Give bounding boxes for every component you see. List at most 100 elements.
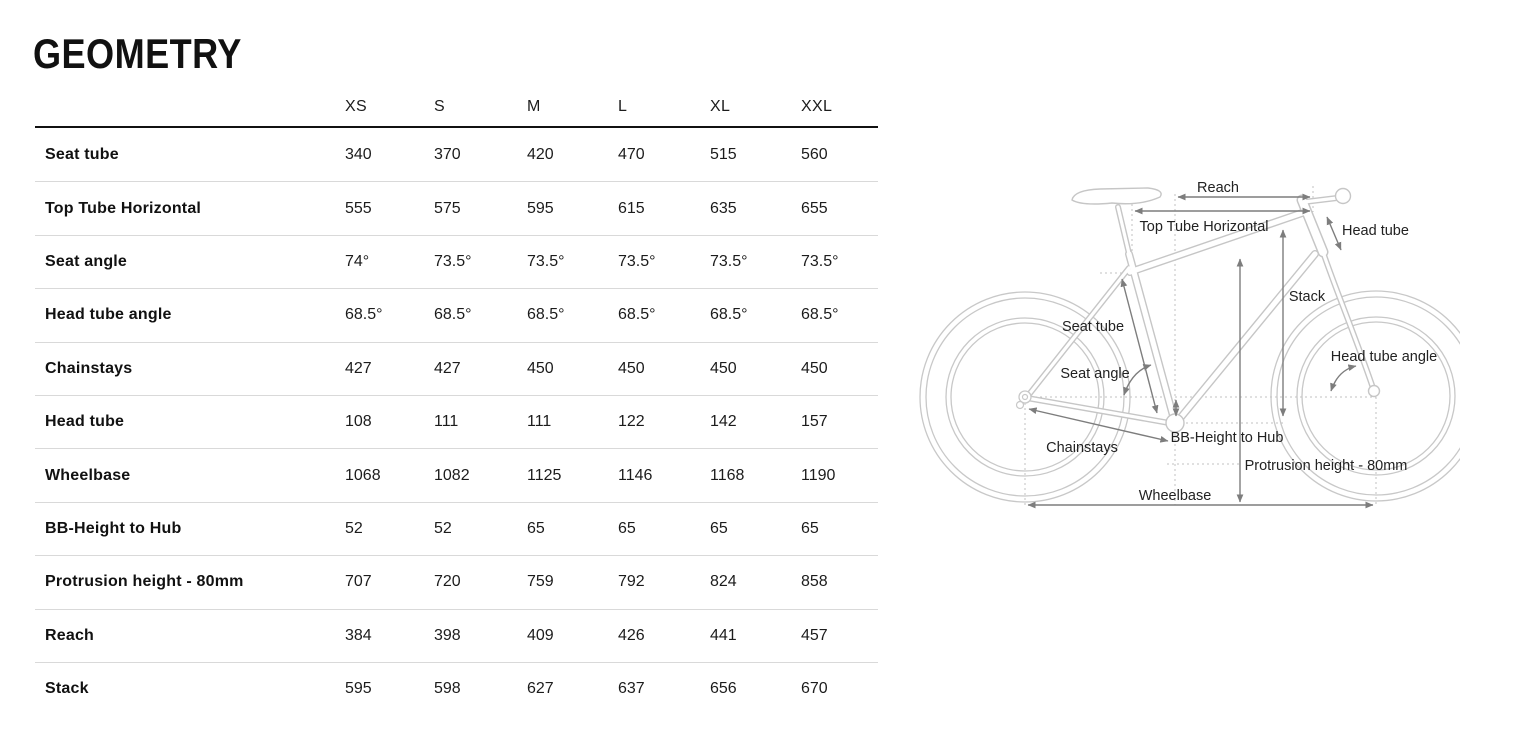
row-value: 74° [345, 252, 370, 270]
row-value: 759 [527, 573, 554, 591]
row-value: 65 [618, 519, 636, 537]
row-value: 398 [434, 626, 461, 644]
chainstays-dim [1028, 407, 1169, 443]
row-value: 858 [801, 573, 828, 591]
diagram-label-wheelbase: Wheelbase [1139, 488, 1212, 504]
row-value: 68.5° [801, 306, 839, 324]
diagram-label-head-tube: Head tube [1342, 223, 1409, 239]
bike-geometry-diagram: Reach Top Tube Horizontal Head tube Stac… [919, 180, 1460, 509]
row-value: 52 [345, 519, 363, 537]
table-body: Seat tube 340 370 420 470 515 560 Top Tube Hori… [35, 128, 878, 715]
page-title: GEOMETRY [33, 30, 276, 78]
row-value: 470 [618, 145, 645, 163]
diagram-label-head-tube-angle: Head tube angle [1331, 349, 1437, 365]
table-row: Seat tube 340 370 420 470 515 560 [35, 128, 878, 181]
row-value: 68.5° [345, 306, 383, 324]
front-dropout [1367, 384, 1381, 398]
row-value: 824 [710, 573, 737, 591]
diagram-label-protrusion-height: Protrusion height - 80mm [1245, 458, 1408, 474]
row-value: 450 [801, 359, 828, 377]
row-label: Seat tube [45, 145, 119, 163]
row-value: 108 [345, 413, 372, 431]
row-value: 441 [710, 626, 737, 644]
dimension-arrows [1027, 193, 1374, 509]
diagram-label-top-tube-horizontal: Top Tube Horizontal [1140, 219, 1269, 235]
table-row: Stack 595 598 627 637 656 670 [35, 661, 878, 715]
row-value: 1146 [618, 466, 653, 484]
row-value: 637 [618, 680, 645, 698]
row-label: BB-Height to Hub [45, 519, 182, 537]
row-value: 1082 [434, 466, 470, 484]
row-value: 370 [434, 145, 461, 163]
row-value: 1168 [710, 466, 745, 484]
row-value: 615 [618, 199, 645, 217]
row-value: 65 [527, 519, 545, 537]
table-row: Protrusion height - 80mm 707 720 759 792 824 8… [35, 555, 878, 608]
head-tube-angle-arc [1330, 364, 1357, 392]
row-value: 52 [434, 519, 452, 537]
row-value: 598 [434, 680, 461, 698]
row-label: Seat angle [45, 252, 128, 270]
size-header-xs: XS [345, 98, 367, 115]
diagram-label-bb-height-to-hub: BB-Height to Hub [1171, 430, 1284, 446]
table-row: Wheelbase 1068 1082 1125 1146 1168 1190 [35, 448, 878, 501]
row-value: 427 [434, 359, 461, 377]
row-value: 707 [345, 573, 372, 591]
row-label: Top Tube Horizontal [45, 199, 202, 217]
table-row: Head tube 108 111 111 122 142 157 [35, 394, 878, 448]
row-value: 73.5° [710, 252, 748, 270]
table-row: Chainstays 427 427 450 450 450 450 [35, 341, 878, 395]
table-row: Top Tube Horizontal 555 575 595 615 635 655 [35, 181, 878, 234]
row-label: Chainstays [45, 359, 133, 377]
table-row: BB-Height to Hub 52 52 65 65 65 65 [35, 501, 878, 555]
diagram-label-reach: Reach [1197, 180, 1239, 196]
row-value: 73.5° [434, 252, 472, 270]
row-value: 157 [801, 413, 828, 431]
size-header-l: L [618, 98, 628, 115]
handlebar-grip [1334, 187, 1352, 205]
row-value: 655 [801, 199, 828, 217]
page-title-text: GEOMETRY [33, 30, 242, 77]
row-label: Protrusion height - 80mm [45, 573, 244, 591]
row-value: 450 [527, 359, 554, 377]
front-wheel [1270, 290, 1460, 502]
table-row: Seat angle 74° 73.5° 73.5° 73.5° 73.5° 73.5° [35, 234, 878, 288]
row-value: 627 [527, 680, 554, 698]
row-value: 65 [801, 519, 819, 537]
rear-derailleur [1015, 400, 1025, 410]
row-value: 450 [618, 359, 645, 377]
row-label: Wheelbase [45, 466, 131, 484]
row-value: 656 [710, 680, 737, 698]
saddle [1071, 187, 1162, 205]
row-value: 111 [527, 413, 552, 431]
row-value: 427 [345, 359, 372, 377]
row-value: 670 [801, 680, 828, 698]
row-value: 68.5° [527, 306, 565, 324]
row-label: Stack [45, 680, 89, 698]
row-value: 122 [618, 413, 645, 431]
row-value: 575 [434, 199, 461, 217]
row-value: 555 [345, 199, 372, 217]
rear-hub-center [1021, 393, 1029, 401]
size-header-m: M [527, 98, 541, 115]
row-value: 1125 [527, 466, 562, 484]
row-value: 68.5° [434, 306, 472, 324]
table-row: Head tube angle 68.5° 68.5° 68.5° 68.5° 68.5°… [35, 288, 878, 341]
row-label: Reach [45, 626, 95, 644]
rear-hub [1018, 390, 1032, 404]
row-value: 340 [345, 145, 372, 163]
diagram-label-stack: Stack [1289, 289, 1326, 305]
row-value: 73.5° [618, 252, 656, 270]
size-header-xxl: XXL [801, 98, 833, 115]
row-label: Head tube angle [45, 306, 172, 324]
size-header-s: S [434, 98, 445, 115]
row-value: 384 [345, 626, 372, 644]
geometry-table: XS S M L XL XXL Seat tube 340 370 420 470 515 560 To… [35, 88, 878, 715]
diagram-label-seat-tube: Seat tube [1062, 319, 1124, 335]
row-value: 450 [710, 359, 737, 377]
row-value: 635 [710, 199, 737, 217]
diagram-label-chainstays: Chainstays [1046, 440, 1118, 456]
size-header-xl: XL [710, 98, 731, 115]
head-tube-dim [1326, 216, 1342, 251]
